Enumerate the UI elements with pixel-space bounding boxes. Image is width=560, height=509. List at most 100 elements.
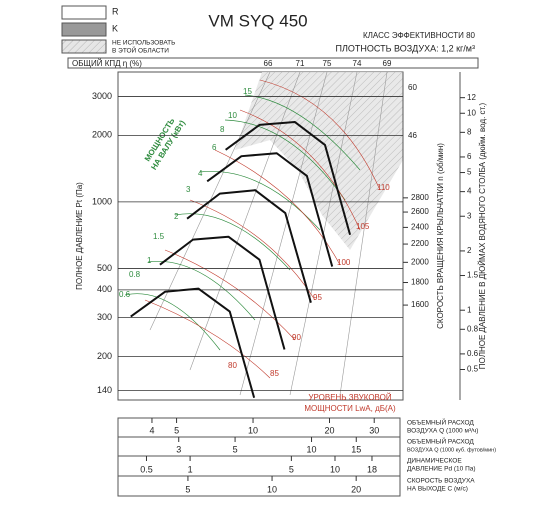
scale-tick-label: 30 (369, 425, 379, 435)
y-tick-label: 3000 (92, 91, 112, 101)
sound-value: 85 (270, 369, 279, 378)
scale-tick-label: 20 (351, 484, 361, 494)
scale-label: ДАВЛЕНИЕ Pd (10 Па) (407, 466, 476, 473)
legend-label: НЕ ИСПОЛЬЗОВАТЬ (112, 40, 175, 47)
subtitle: ПЛОТНОСТЬ ВОЗДУХА: 1,2 кг/м³ (336, 43, 475, 53)
sound-value: 105 (356, 222, 370, 231)
rpm-axis-label: СКОРОСТЬ ВРАЩЕНИЯ КРЫЛЬЧАТКИ n (об/мин) (436, 143, 445, 329)
power-value: 4 (198, 169, 203, 178)
sound-value: 110 (377, 183, 390, 192)
inch-tick-label: 4 (467, 187, 472, 196)
inch-tick-label: 12 (467, 93, 476, 102)
scale-label: ДИНАМИЧЕСКОЕ (407, 458, 462, 465)
scale-label: ОБЪЕМНЫЙ РАСХОД (407, 437, 474, 446)
scale-tick-label: 10 (307, 444, 317, 454)
efficiency-lines (149, 71, 388, 396)
scale-tick-label: 0.5 (140, 464, 153, 474)
y-axis-label: ПОЛНОЕ ДАВЛЕНИЕ Pt (Па) (75, 182, 84, 290)
rpm-tick-label: 2400 (411, 223, 429, 232)
power-value: 8 (220, 125, 225, 134)
scale-tick-label: 10 (248, 425, 258, 435)
sound-label: МОЩНОСТИ LwA, дБ(A) (304, 404, 396, 413)
sound-value: 80 (228, 361, 237, 370)
subtitle: КЛАСС ЭФФЕКТИВНОСТИ 80 (363, 31, 476, 40)
scale-tick-label: 3 (176, 444, 181, 454)
sound-value: 95 (313, 293, 322, 302)
y-tick-label: 500 (97, 263, 112, 273)
power-value: 6 (212, 143, 217, 152)
scale-tick-label: 5 (174, 425, 179, 435)
efficiency-value: 74 (353, 59, 362, 68)
inch-tick-label: 6 (467, 152, 472, 161)
scale-tick-label: 5 (185, 484, 190, 494)
inch-tick-label: 1.5 (467, 271, 479, 280)
efficiency-band (67, 57, 479, 69)
power-value: 2 (174, 212, 179, 221)
rpm-tick-label: 2200 (411, 239, 429, 248)
efficiency-value: 66 (264, 59, 273, 68)
power-value: 0.6 (119, 290, 131, 299)
inch-tick-label: 8 (467, 127, 472, 136)
inch-tick-label: 0.5 (467, 365, 479, 374)
sound-value: 100 (337, 258, 351, 267)
scale-label: НА ВЫХОДЕ С (м/с) (407, 486, 468, 493)
scale-tick-label: 4 (149, 425, 154, 435)
legend-swatch-k (61, 22, 107, 37)
fan-curve (130, 287, 256, 399)
y-tick-label: 140 (97, 385, 112, 395)
rpm-tick-label: 2800 (411, 193, 429, 202)
efficiency-value: 71 (296, 59, 305, 68)
scale-label: ВОЗДУХА Q (1000 м³/ч) (407, 428, 478, 435)
scale-tick-label: 20 (324, 425, 334, 435)
power-value: 3 (186, 185, 191, 194)
y-tick-label: 200 (97, 351, 112, 361)
efficiency-value: 75 (323, 59, 332, 68)
inch-tick-label: 5 (467, 168, 472, 177)
legend-label: В ЭТОЙ ОБЛАСТИ (112, 46, 169, 55)
forbidden-zone (235, 72, 403, 250)
legend-label: K (112, 23, 118, 33)
inch-tick-label: 0.8 (467, 324, 479, 333)
scale-label: ВОЗДУХА Q (1000 куб. футов/мин) (407, 447, 496, 453)
inch-tick-label: 0.6 (467, 349, 479, 358)
rpm-tick-label: 2000 (411, 257, 429, 266)
power-value: 0.8 (129, 270, 141, 279)
legend-swatch-area (61, 39, 107, 54)
power-value: 15 (243, 87, 252, 96)
sound-label: УРОВЕНЬ ЗВУКОВОЙ (308, 393, 391, 402)
power-value: 1.5 (153, 232, 165, 241)
power-value: 1 (147, 256, 152, 265)
fan-curve (159, 235, 286, 350)
efficiency-value: 69 (383, 59, 392, 68)
scale-tick-label: 5 (233, 444, 238, 454)
scale-tick-label: 10 (330, 464, 340, 474)
scale-label: ОБЪЕМНЫЙ РАСХОД (407, 418, 474, 427)
rpm-tick-label: 2600 (411, 207, 429, 216)
rpm-tick-label: 1600 (411, 300, 429, 309)
y-tick-label: 2000 (92, 130, 112, 140)
right-value: 60 (408, 83, 417, 92)
efficiency-label: ОБЩИЙ КПД η (%) (72, 59, 142, 68)
fan-curve (225, 120, 352, 236)
scale-frame (117, 417, 401, 497)
scale-label: СКОРОСТЬ ВОЗДУХА (407, 478, 475, 485)
chart-title: VM SYQ 450 (208, 11, 307, 30)
fan-curve (186, 189, 312, 303)
power-lines (124, 94, 361, 351)
scale-tick-label: 5 (289, 464, 294, 474)
y-tick-label: 400 (97, 284, 112, 294)
power-value: 10 (228, 111, 237, 120)
legend-swatch-r (61, 5, 107, 20)
inch-tick-label: 10 (467, 108, 476, 117)
scale-tick-label: 15 (351, 444, 361, 454)
inch-tick-label: 1 (467, 305, 472, 314)
sound-value: 90 (292, 333, 301, 342)
y-tick-label: 300 (97, 312, 112, 322)
right-value: 46 (408, 131, 417, 140)
inch-tick-label: 3 (467, 211, 472, 220)
scale-tick-label: 10 (267, 484, 277, 494)
scale-tick-label: 1 (188, 464, 193, 474)
legend-label: R (112, 6, 119, 16)
inch-axis-label: ПОЛНОЕ ДАВЛЕНИЕ В ДЮЙМАХ ВОДЯНОГО СТОЛБА… (478, 102, 487, 369)
